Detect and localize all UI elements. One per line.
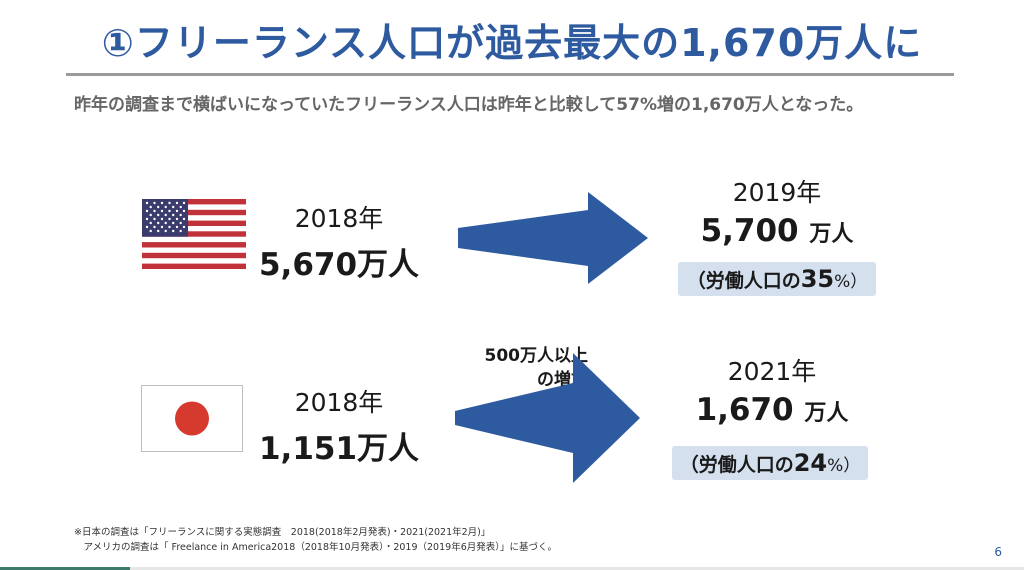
usa-labor-share-badge: （労働人口の35%） [678,262,876,296]
usa-2018-block: 2018年 5,670万人 [254,199,424,284]
slide-title: ①フリーランス人口が過去最大の1,670万人に [101,21,923,65]
usa-flag-icon [142,199,246,269]
japan-labor-share-badge: （労働人口の24%） [672,446,868,480]
japan-increase-line1: 500万人以上 [484,346,589,366]
japan-2021-amount-value: 1,670 [695,392,794,428]
usa-2019-amount-value: 5,700 [700,213,799,249]
title-divider [66,73,954,76]
japan-2021-year: 2021年 [727,357,817,386]
usa-arrow-icon [458,192,648,284]
japan-labor-suffix: %） [827,456,861,476]
usa-2018-year: 2018年 [294,204,384,233]
japan-flag-icon [141,385,243,452]
japan-2021-block: 2021年 1,670 万人 [662,352,882,428]
usa-labor-share: 35 [800,265,835,293]
usa-2019-block: 2019年 5,700 万人 [667,173,887,249]
usa-2019-amount-unit: 万人 [809,222,854,247]
usa-2019-year: 2019年 [732,178,822,207]
usa-2018-amount: 5,670万人 [258,247,420,283]
lead-text: 昨年の調査まで横ばいになっていたフリーランス人口は昨年と比較して57%増の1,6… [74,95,864,115]
japan-2018-amount: 1,151万人 [258,431,420,467]
bottom-progress-accent [0,567,130,570]
japan-2021-amount: 1,670 万人 [662,392,882,428]
japan-2018-year: 2018年 [294,388,384,417]
source-note-usa: アメリカの調査は「 Freelance in America2018（2018年… [74,542,557,553]
usa-labor-suffix: %） [834,272,868,292]
source-note-japan: ※日本の調査は「フリーランスに関する実態調査 2018(2018年2月発表)・2… [74,527,491,538]
page-number: 6 [994,545,1002,559]
source-notes: ※日本の調査は「フリーランスに関する実態調査 2018(2018年2月発表)・2… [74,525,774,555]
japan-labor-prefix: （労働人口の [679,454,794,476]
japan-labor-share: 24 [793,449,828,477]
usa-labor-prefix: （労働人口の [686,270,801,292]
japan-arrow-icon [455,353,640,483]
japan-2018-block: 2018年 1,151万人 [254,383,424,468]
bottom-progress-bar [0,567,1024,570]
japan-2021-amount-unit: 万人 [804,401,849,426]
usa-2019-amount: 5,700 万人 [667,213,887,249]
